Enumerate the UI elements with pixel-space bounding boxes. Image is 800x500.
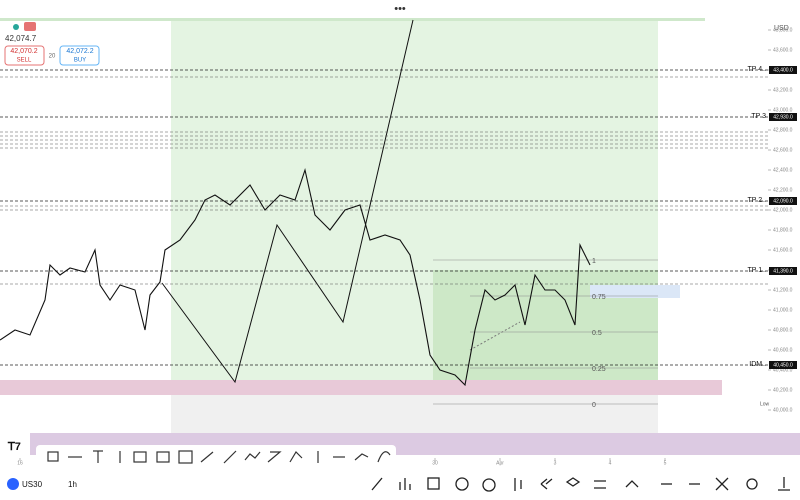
y-tick-label: 43,600.0 [773, 47, 793, 53]
neutral-zone [171, 395, 658, 435]
level-label: TP 1.. [747, 267, 766, 274]
y-tick-label: 43,000.0 [773, 107, 793, 113]
price-tag [769, 197, 797, 205]
buy-button[interactable]: 42,072.2 BUY [59, 45, 100, 66]
fib-label: 1 [592, 258, 596, 265]
currency[interactable]: USD [774, 25, 789, 32]
price-tag-label: 42,090.0 [773, 198, 793, 204]
y-tick-label: 40,400.0 [773, 367, 793, 373]
target-bar [0, 18, 705, 21]
fib-highlight [590, 285, 680, 298]
menu-dots[interactable]: ••• [394, 3, 406, 15]
y-tick-label: 41,000.0 [773, 307, 793, 313]
x-tick-label: 5 [664, 460, 667, 466]
y-tick-label: 41,200.0 [773, 287, 793, 293]
drawing-toolbar [36, 445, 396, 469]
sell-label: SELL [17, 58, 32, 64]
fib-label: 0.25 [592, 366, 606, 373]
zigzag-drawing [161, 19, 414, 384]
bottom-tools[interactable] [371, 477, 790, 492]
buy-label: BUY [74, 58, 86, 64]
x-tick-label: 16 [17, 460, 23, 466]
y-tick-label: 40,200.0 [773, 387, 793, 393]
price-tag-label: 40,450.0 [773, 362, 793, 368]
y-tick-label: 40,800.0 [773, 327, 793, 333]
level-label: TP 2.. [747, 197, 766, 204]
spread: 20 [49, 54, 56, 60]
y-tick-label: 43,800.0 [773, 27, 793, 33]
alert-badge [24, 22, 36, 31]
level-label: TP 4.. [747, 66, 766, 73]
fib-label: 0 [592, 402, 596, 409]
sell-button[interactable]: 42,070.2 SELL [4, 45, 45, 66]
price-tag-label: 41,390.0 [773, 268, 793, 274]
drawing-tools[interactable] [47, 450, 391, 464]
price-tag [769, 113, 797, 121]
fib-label: 0.5 [592, 330, 602, 337]
y-tick-label: 41,600.0 [773, 247, 793, 253]
y-tick-label: 42,600.0 [773, 147, 793, 153]
y-tick-label: 42,200.0 [773, 187, 793, 193]
status-dot [13, 24, 19, 30]
price-tag-label: 42,930.0 [773, 114, 793, 120]
price-line [0, 167, 591, 387]
y-tick-label: 42,000.0 [773, 207, 793, 213]
fib-label: 0.75 [592, 294, 606, 301]
level-label: IDM.. [749, 361, 766, 368]
interval[interactable]: 1h [68, 480, 77, 489]
logo-bg [4, 438, 30, 458]
quote: 42,074.7 [5, 34, 37, 43]
x-tick-label: 4 [609, 460, 612, 466]
buy-price: 42,072.2 [66, 48, 93, 55]
price-tag [769, 66, 797, 74]
y-tick-label: 42,400.0 [773, 167, 793, 173]
x-tick-label: 3 [554, 460, 557, 466]
logo: ꓔ7 [7, 441, 21, 453]
y-tick-label: 40,000.0 [773, 407, 793, 413]
y-tick-label: 42,800.0 [773, 127, 793, 133]
fib-trend [469, 321, 521, 351]
low-tag: Low [760, 401, 770, 407]
y-tick-label: 40,600.0 [773, 347, 793, 353]
y-tick-label: 43,200.0 [773, 87, 793, 93]
stop-zone [0, 380, 722, 395]
symbol-icon [7, 478, 19, 490]
level-label: TP 3 [751, 113, 766, 120]
sell-price: 42,070.2 [10, 48, 37, 55]
y-tick-label: 41,800.0 [773, 227, 793, 233]
x-tick-label: Apr [496, 460, 504, 466]
price-tag [769, 267, 797, 275]
x-tick-label: 30 [432, 460, 438, 466]
symbol[interactable]: US30 [22, 480, 43, 489]
price-tag-label: 43,400.0 [773, 67, 793, 73]
plot [0, 29, 771, 411]
price-tag [769, 361, 797, 369]
